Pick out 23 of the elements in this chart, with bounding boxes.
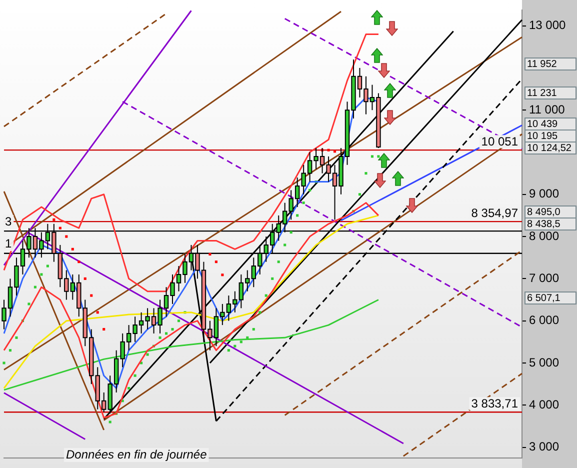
text: 10 124,52 [527, 142, 572, 154]
y-tick-label: 8 000 [529, 228, 560, 243]
y-tick-label: 11 000 [529, 102, 566, 116]
y-tick-label: 13 000 [529, 18, 566, 32]
y-tick-label: 6 000 [529, 313, 560, 328]
text: 8 438,5 [527, 218, 561, 230]
text: 8 495,0 [527, 206, 561, 218]
y-tick-label: 3 000 [529, 440, 560, 454]
y-tick-label: 5 000 [529, 355, 560, 370]
ref-line-label: 3 833,71 [471, 396, 518, 410]
ref-line-label: 10 051 [481, 134, 518, 148]
text: 10 439 [527, 118, 558, 130]
ref-line-label: 8 354,97 [471, 206, 518, 220]
text: 11 231 [527, 88, 558, 99]
y-tick-label: 7 000 [529, 270, 560, 285]
text: 10 195 [527, 130, 558, 142]
text: 6 507,1 [527, 292, 561, 304]
text: 11 952 [527, 58, 558, 70]
annotation: 3 [5, 214, 12, 228]
annotation: Données en fin de journée [66, 447, 208, 462]
annotation: 1 [5, 236, 12, 250]
y-tick-label: 9 000 [529, 186, 560, 201]
y-tick-label: 4 000 [529, 397, 560, 412]
